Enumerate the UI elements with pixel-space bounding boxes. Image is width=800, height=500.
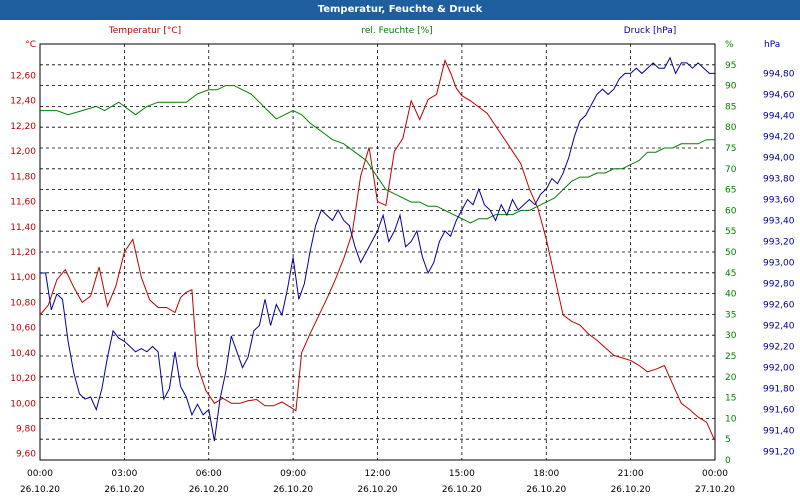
pressure-tick-label: 994,80 — [763, 69, 795, 79]
pressure-tick-label: 993,40 — [763, 216, 795, 226]
humidity-tick-label: 70 — [725, 165, 737, 175]
humidity-tick-label: 40 — [725, 290, 737, 300]
temp-tick-label: 10,20 — [10, 374, 36, 384]
humidity-tick-label: 45 — [725, 269, 736, 279]
x-tick-date: 26.10.20 — [526, 485, 566, 495]
pressure-tick-label: 994,00 — [763, 153, 795, 163]
humidity-tick-label: 35 — [725, 310, 736, 320]
legend-label: Druck [hPa] — [624, 26, 677, 36]
temp-tick-label: 11,20 — [10, 248, 36, 258]
x-tick-date: 26.10.20 — [189, 485, 229, 495]
humidity-tick-label: 0 — [725, 456, 731, 466]
humidity-tick-label: 90 — [725, 82, 737, 92]
pressure-tick-label: 991,40 — [763, 427, 795, 437]
temp-tick-label: 10,80 — [10, 298, 36, 308]
humidity-tick-label: 55 — [725, 227, 736, 237]
temp-tick-label: 12,40 — [10, 97, 36, 107]
x-tick-date: 26.10.20 — [611, 485, 651, 495]
x-tick-time: 12:00 — [365, 469, 391, 479]
temp-tick-label: 11,00 — [10, 273, 36, 283]
x-tick-time: 21:00 — [618, 469, 644, 479]
temp-tick-label: 11,60 — [10, 198, 36, 208]
temp-unit-label: °C — [25, 40, 36, 50]
humidity-tick-label: 15 — [725, 394, 736, 404]
pressure-tick-label: 991,80 — [763, 385, 795, 395]
x-tick-time: 03:00 — [111, 469, 137, 479]
axis-labels: 00:00 26.10.20 03:00 26.10.20 06:00 26.10.20 0… — [10, 26, 795, 495]
pressure-tick-label: 994,20 — [763, 132, 795, 142]
pressure-tick-label: 992,40 — [763, 322, 795, 332]
pressure-tick-label: 992,20 — [763, 343, 795, 353]
humidity-tick-label: 75 — [725, 144, 736, 154]
x-tick-time: 00:00 — [702, 469, 728, 479]
series-line-temp — [39, 58, 716, 442]
pressure-tick-label: 993,60 — [763, 195, 795, 205]
humidity-tick-label: 95 — [725, 61, 736, 71]
x-tick-date: 26.10.20 — [273, 485, 313, 495]
x-tick-time: 06:00 — [196, 469, 222, 479]
humidity-tick-label: 50 — [725, 248, 737, 258]
x-tick-time: 15:00 — [449, 469, 475, 479]
humidity-tick-label: 85 — [725, 102, 736, 112]
humidity-tick-label: 80 — [725, 123, 737, 133]
x-tick-date: 26.10.20 — [20, 485, 60, 495]
series-line-pressure — [40, 56, 715, 442]
legend-label: rel. Feuchte [%] — [361, 26, 432, 36]
x-tick-date: 27.10.20 — [695, 485, 735, 495]
pressure-unit-label: hPa — [764, 40, 780, 50]
x-tick-time: 09:00 — [280, 469, 306, 479]
humidity-tick-label: 10 — [725, 414, 737, 424]
humidity-tick-label: 25 — [725, 352, 736, 362]
x-tick-date: 26.10.20 — [357, 485, 397, 495]
temp-tick-label: 11,40 — [10, 223, 36, 233]
pressure-tick-label: 993,20 — [763, 237, 795, 247]
temp-tick-label: 10,00 — [10, 399, 36, 409]
x-tick-time: 00:00 — [27, 469, 53, 479]
temp-tick-label: 9,80 — [16, 424, 36, 434]
humidity-tick-label: 30 — [725, 331, 737, 341]
pressure-tick-label: 992,60 — [763, 301, 795, 311]
humidity-tick-label: 20 — [725, 373, 737, 383]
humidity-tick-label: 60 — [725, 206, 737, 216]
humidity-tick-label: 5 — [725, 435, 731, 445]
humidity-tick-label: % — [725, 40, 734, 50]
temp-tick-label: 12,20 — [10, 122, 36, 132]
pressure-tick-label: 993,80 — [763, 174, 795, 184]
x-tick-date: 26.10.20 — [442, 485, 482, 495]
series-line-humidity — [40, 85, 715, 224]
pressure-tick-label: 991,60 — [763, 406, 795, 416]
legend-label: Temperatur [°C] — [108, 26, 181, 36]
series-layer — [39, 56, 716, 442]
humidity-tick-label: 65 — [725, 186, 736, 196]
pressure-tick-label: 993,00 — [763, 259, 795, 269]
chart-title: Temperatur, Feuchte & Druck — [0, 0, 800, 20]
pressure-tick-label: 991,20 — [763, 448, 795, 458]
pressure-tick-label: 994,40 — [763, 111, 795, 121]
x-tick-time: 18:00 — [533, 469, 559, 479]
temp-tick-label: 10,60 — [10, 324, 36, 334]
x-tick-date: 26.10.20 — [104, 485, 144, 495]
pressure-tick-label: 992,80 — [763, 280, 795, 290]
temp-tick-label: 9,60 — [16, 450, 36, 460]
temp-tick-label: 12,00 — [10, 147, 36, 157]
pressure-tick-label: 994,60 — [763, 90, 795, 100]
temp-tick-label: 12,60 — [10, 72, 36, 82]
pressure-tick-label: 992,00 — [763, 364, 795, 374]
temp-tick-label: 10,40 — [10, 349, 36, 359]
temp-tick-label: 11,80 — [10, 172, 36, 182]
